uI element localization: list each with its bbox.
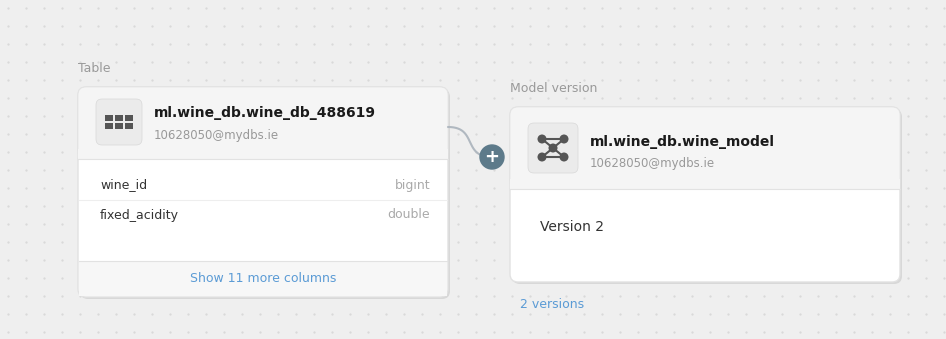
FancyBboxPatch shape (512, 109, 902, 284)
Text: wine_id: wine_id (100, 179, 148, 192)
Text: +: + (484, 148, 499, 166)
Text: Model version: Model version (510, 82, 597, 95)
Bar (115, 123, 123, 129)
Bar (105, 115, 113, 121)
Text: double: double (387, 208, 430, 221)
Text: Table: Table (78, 62, 111, 75)
Text: Version 2: Version 2 (540, 220, 604, 234)
Text: ml.wine_db.wine_model: ml.wine_db.wine_model (590, 135, 775, 149)
Bar (78, 149, 448, 159)
Text: bigint: bigint (394, 179, 430, 192)
Bar (115, 115, 123, 121)
FancyBboxPatch shape (78, 87, 448, 159)
Bar (79, 261, 447, 296)
Bar (125, 123, 133, 129)
Bar (510, 179, 900, 189)
Text: 2 versions: 2 versions (520, 298, 584, 311)
FancyBboxPatch shape (80, 89, 450, 299)
Text: 10628050@mydbs.ie: 10628050@mydbs.ie (590, 158, 715, 171)
FancyBboxPatch shape (510, 107, 900, 189)
Text: fixed_acidity: fixed_acidity (100, 208, 179, 221)
Circle shape (537, 153, 547, 161)
FancyBboxPatch shape (78, 87, 448, 297)
Circle shape (559, 135, 569, 143)
Circle shape (480, 145, 504, 169)
Text: 10628050@mydbs.ie: 10628050@mydbs.ie (154, 128, 279, 141)
FancyBboxPatch shape (96, 99, 142, 145)
Text: ml.wine_db.wine_db_488619: ml.wine_db.wine_db_488619 (154, 106, 376, 120)
Circle shape (559, 153, 569, 161)
Bar (105, 123, 113, 129)
Text: Show 11 more columns: Show 11 more columns (190, 273, 336, 285)
Circle shape (537, 135, 547, 143)
Bar (125, 115, 133, 121)
FancyBboxPatch shape (510, 107, 900, 282)
Circle shape (549, 143, 557, 153)
FancyBboxPatch shape (528, 123, 578, 173)
